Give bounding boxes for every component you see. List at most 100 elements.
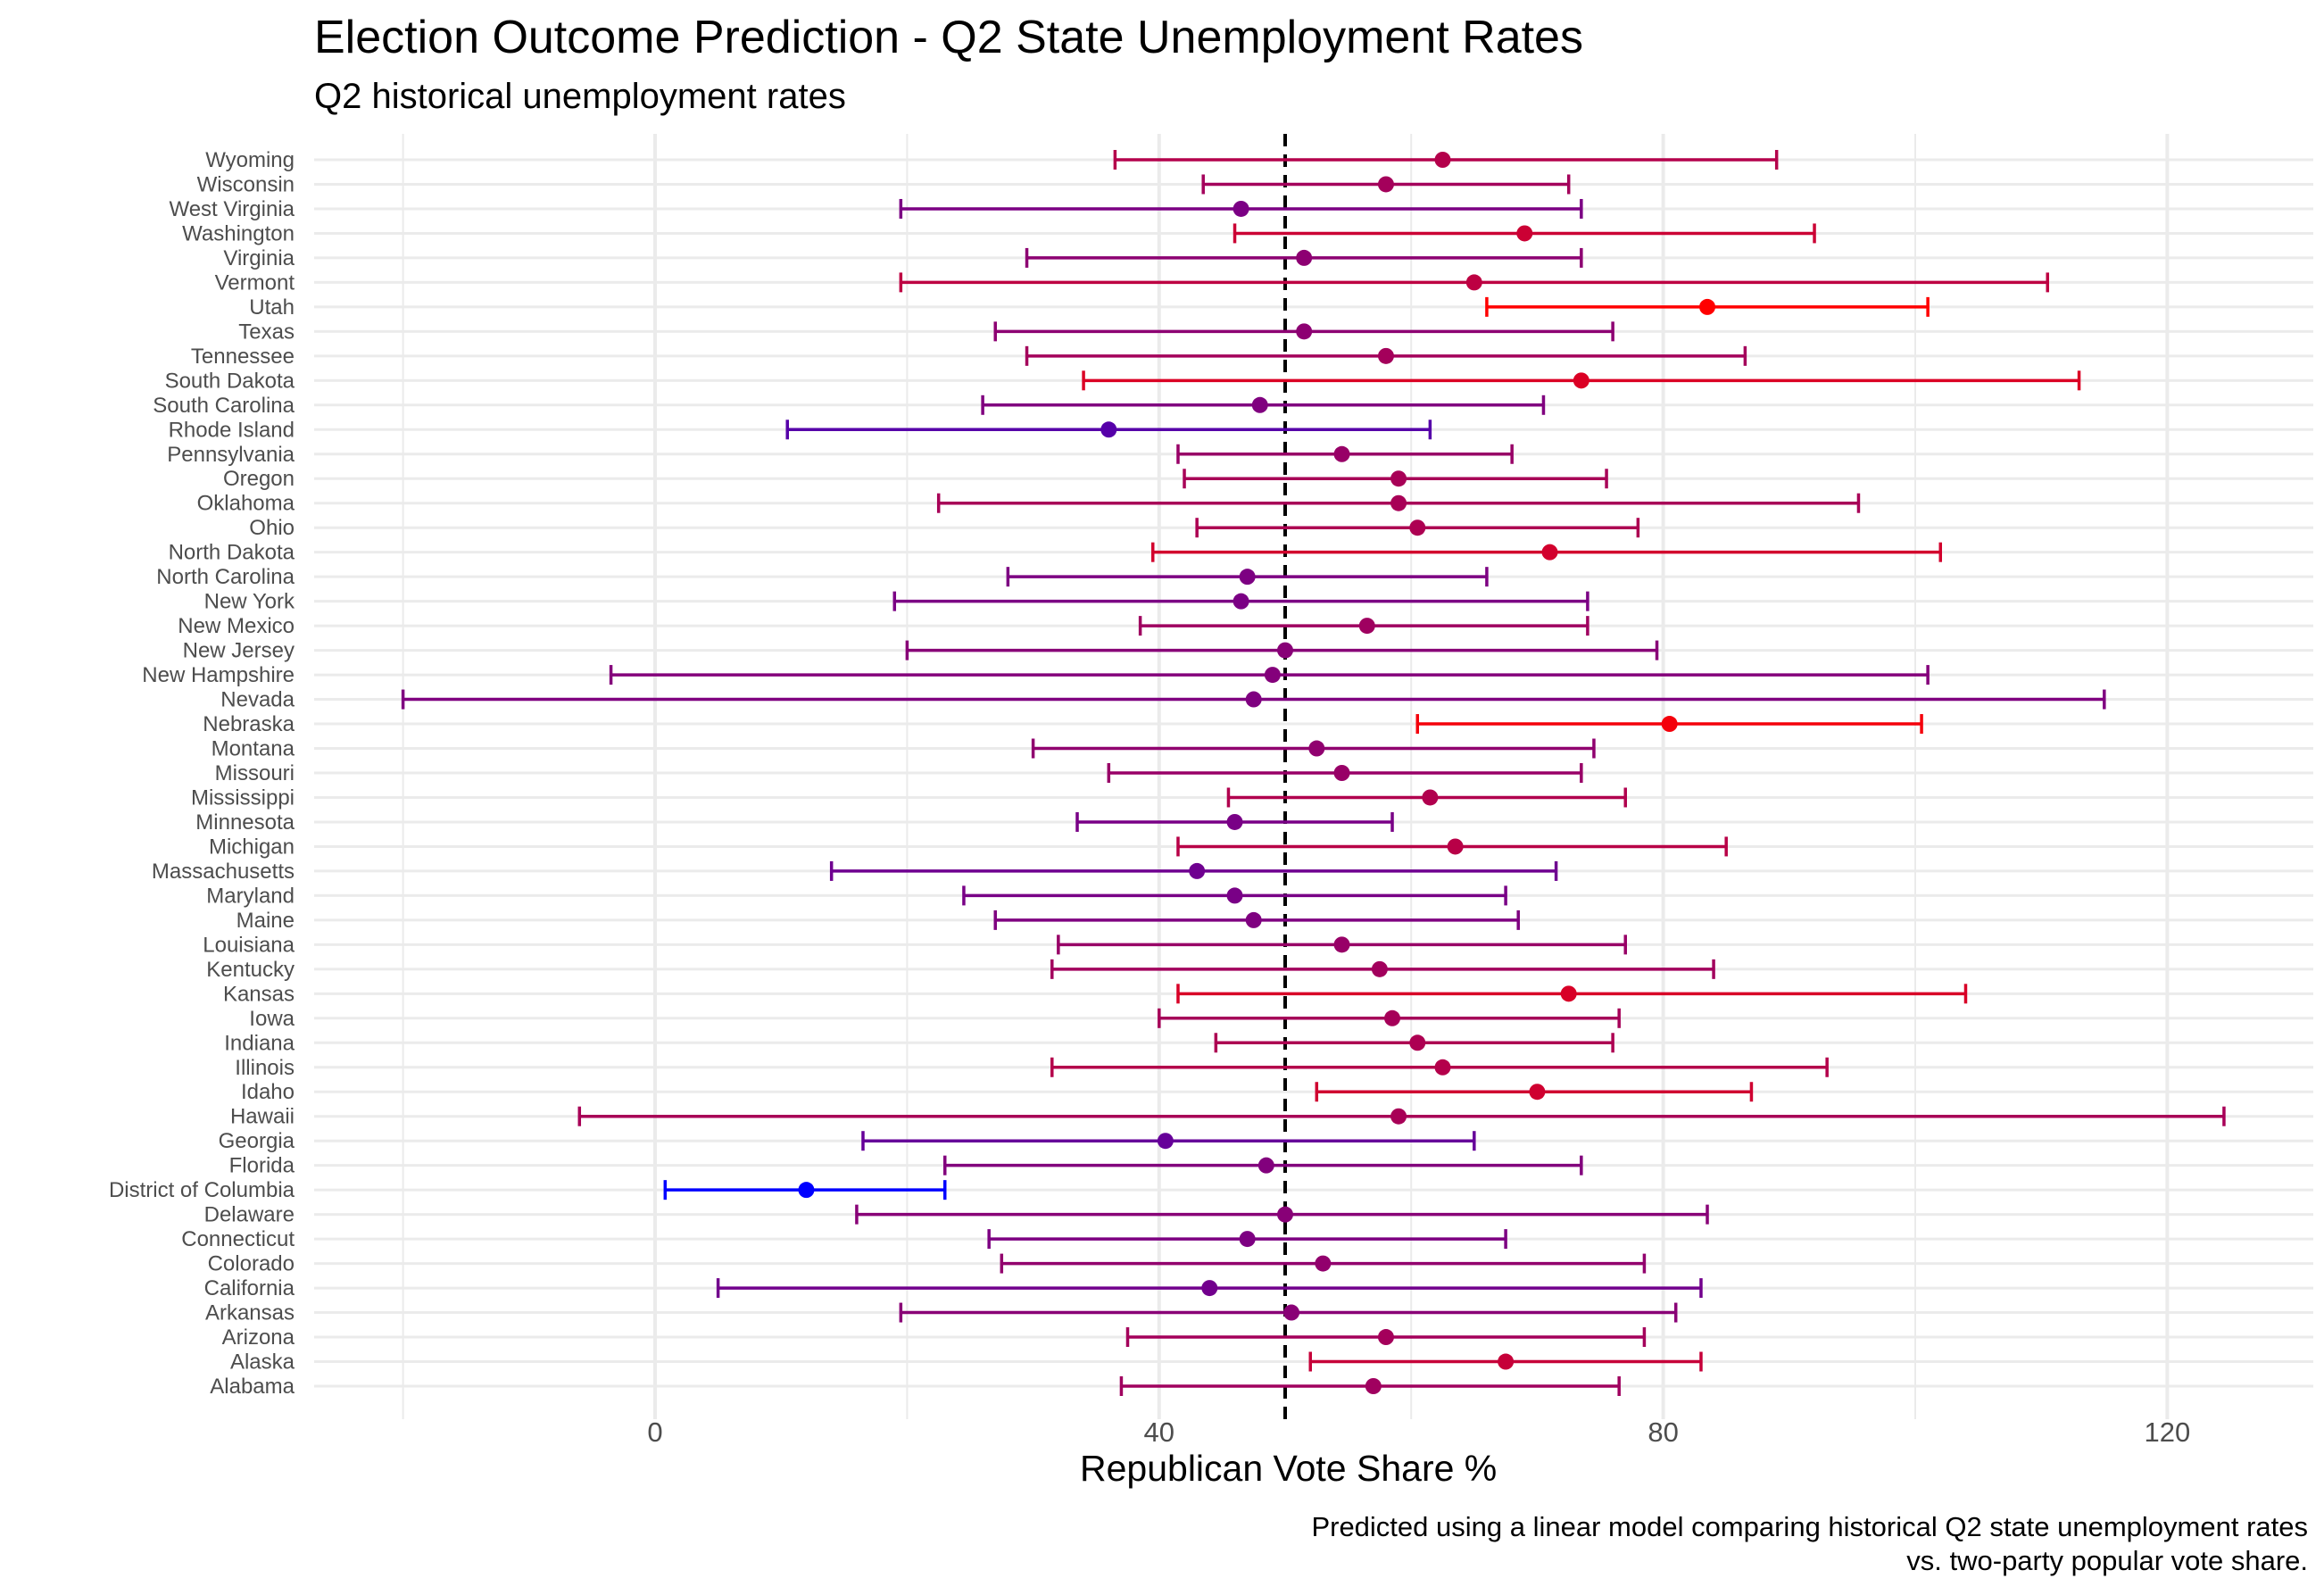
point-estimate	[1661, 716, 1678, 733]
point-estimate	[1422, 789, 1439, 806]
x-axis-title: Republican Vote Share %	[1080, 1448, 1498, 1489]
y-tick-label: Washington	[182, 221, 295, 245]
point-estimate	[1333, 765, 1350, 781]
y-tick-label: Utah	[249, 295, 295, 320]
x-tick-label: 0	[647, 1416, 662, 1448]
chart-subtitle: Q2 historical unemployment rates	[314, 77, 846, 116]
y-tick-label: New York	[204, 590, 295, 614]
chart-title: Election Outcome Prediction - Q2 State U…	[314, 12, 1583, 63]
y-tick-label: New Hampshire	[142, 663, 295, 687]
y-tick-label: Wisconsin	[197, 172, 295, 196]
point-estimate	[1365, 1378, 1382, 1394]
point-estimates	[798, 152, 1716, 1394]
y-tick-label: Alabama	[210, 1375, 295, 1399]
y-tick-label: Colorado	[208, 1252, 295, 1276]
point-estimate	[1377, 176, 1394, 193]
point-estimate	[1264, 667, 1281, 684]
y-tick-label: North Carolina	[156, 565, 295, 589]
y-tick-label: Massachusetts	[152, 860, 295, 884]
point-estimate	[1377, 347, 1394, 364]
y-tick-label: Minnesota	[195, 810, 295, 835]
y-tick-label: Hawaii	[230, 1105, 295, 1129]
y-tick-label: Michigan	[209, 835, 295, 859]
point-estimate	[1233, 200, 1249, 217]
point-estimate	[1434, 1059, 1451, 1076]
y-tick-label: Virginia	[223, 246, 295, 270]
point-estimate	[1277, 642, 1293, 659]
x-tick-label: 40	[1144, 1416, 1174, 1448]
point-estimate	[1100, 421, 1117, 438]
y-tick-label: Florida	[229, 1154, 295, 1178]
point-estimate	[1233, 593, 1249, 610]
y-tick-label: Kansas	[223, 982, 295, 1006]
point-estimate	[1226, 887, 1243, 904]
point-estimate	[1560, 985, 1577, 1002]
point-estimate	[1384, 1009, 1401, 1026]
y-tick-label: Georgia	[219, 1129, 295, 1153]
point-estimate	[1201, 1280, 1218, 1297]
point-estimate	[1465, 274, 1482, 291]
y-tick-label: South Dakota	[165, 369, 295, 393]
point-estimate	[1315, 1255, 1332, 1272]
y-tick-label: Arkansas	[205, 1301, 295, 1325]
point-estimate	[1390, 1108, 1407, 1125]
y-tick-label: Louisiana	[203, 933, 295, 957]
y-tick-label: Connecticut	[181, 1227, 295, 1251]
point-estimate	[798, 1182, 815, 1199]
y-tick-label: Oregon	[223, 467, 295, 491]
y-tick-label: Maryland	[206, 884, 295, 908]
point-estimate	[1257, 1157, 1274, 1174]
point-estimate	[1239, 1231, 1256, 1248]
y-tick-label: Oklahoma	[197, 492, 295, 516]
y-tick-label: Vermont	[215, 270, 295, 295]
point-estimate	[1283, 1304, 1300, 1321]
y-tick-label: Missouri	[215, 761, 295, 785]
caption-line-2: vs. two-party popular vote share.	[1906, 1545, 2308, 1576]
point-estimate	[1226, 813, 1243, 830]
point-estimate	[1308, 740, 1325, 757]
y-tick-label: Wyoming	[205, 148, 295, 172]
point-estimate	[1529, 1084, 1546, 1101]
y-tick-label: South Carolina	[153, 394, 295, 418]
y-tick-label: Alaska	[230, 1350, 295, 1375]
y-tick-label: North Dakota	[169, 541, 295, 565]
point-estimate	[1296, 249, 1313, 266]
y-tick-label: Montana	[212, 737, 295, 761]
point-estimate	[1541, 544, 1558, 561]
point-estimate	[1447, 838, 1464, 855]
y-tick-label: Mississippi	[191, 785, 295, 810]
y-tick-label: Nebraska	[203, 712, 295, 736]
y-tick-label: Tennessee	[191, 345, 295, 369]
y-tick-label: New Jersey	[183, 639, 295, 663]
y-tick-label: West Virginia	[169, 197, 295, 221]
y-tick-label: Arizona	[222, 1325, 295, 1350]
point-estimate	[1333, 936, 1350, 953]
point-estimate	[1699, 298, 1716, 315]
y-tick-label: Idaho	[241, 1080, 295, 1104]
point-estimate	[1277, 1206, 1293, 1223]
y-tick-label: District of Columbia	[109, 1178, 295, 1202]
chart-caption: Predicted using a linear model comparing…	[1311, 1510, 2308, 1578]
y-tick-label: California	[204, 1276, 295, 1300]
point-estimate	[1498, 1353, 1515, 1370]
y-tick-label: Kentucky	[206, 958, 295, 982]
y-tick-label: Maine	[237, 909, 295, 933]
point-estimate	[1333, 445, 1350, 462]
point-estimate	[1377, 1329, 1394, 1346]
point-estimate	[1245, 911, 1262, 928]
y-tick-label: Illinois	[235, 1056, 295, 1080]
point-estimate	[1239, 569, 1256, 586]
y-tick-label: Indiana	[224, 1031, 295, 1055]
y-tick-label: Pennsylvania	[167, 443, 295, 467]
point-estimate	[1390, 494, 1407, 511]
point-estimate	[1390, 470, 1407, 487]
point-estimate	[1189, 862, 1206, 879]
point-estimate	[1245, 691, 1262, 708]
y-tick-label: New Mexico	[178, 614, 295, 638]
point-estimate	[1516, 225, 1533, 242]
point-estimate	[1251, 396, 1268, 413]
grid-lines	[314, 134, 2313, 1419]
point-estimate	[1409, 1034, 1426, 1051]
